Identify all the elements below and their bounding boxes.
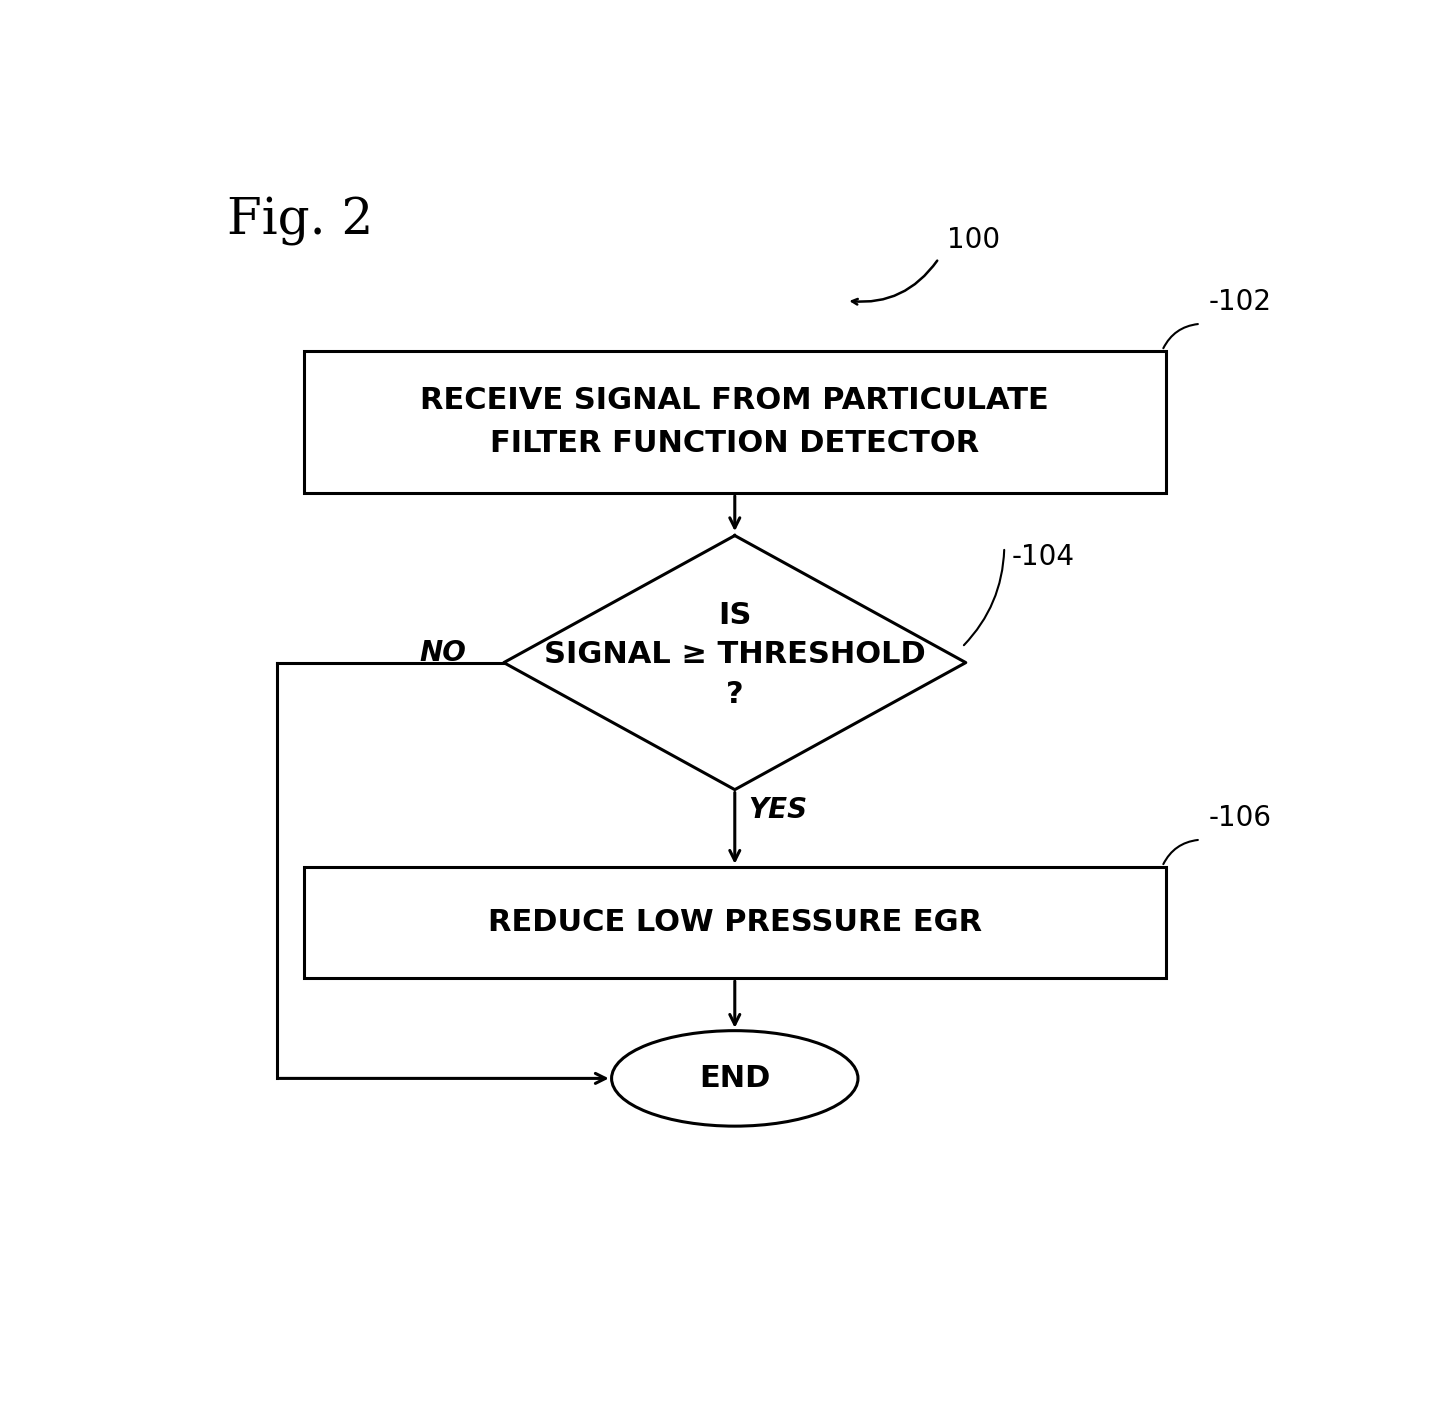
Text: END: END <box>699 1064 770 1092</box>
Text: -104: -104 <box>1011 543 1075 572</box>
Text: 100: 100 <box>946 226 1000 255</box>
Text: REDUCE LOW PRESSURE EGR: REDUCE LOW PRESSURE EGR <box>488 908 981 937</box>
Text: IS
SIGNAL ≥ THRESHOLD
?: IS SIGNAL ≥ THRESHOLD ? <box>543 601 926 709</box>
Text: -106: -106 <box>1208 804 1272 832</box>
FancyBboxPatch shape <box>303 866 1166 978</box>
FancyBboxPatch shape <box>303 351 1166 494</box>
Text: YES: YES <box>749 795 808 824</box>
Text: Fig. 2: Fig. 2 <box>227 197 373 246</box>
Text: RECEIVE SIGNAL FROM PARTICULATE
FILTER FUNCTION DETECTOR: RECEIVE SIGNAL FROM PARTICULATE FILTER F… <box>420 386 1049 458</box>
Ellipse shape <box>611 1030 858 1126</box>
Text: -102: -102 <box>1208 289 1272 316</box>
Text: NO: NO <box>419 640 465 668</box>
Polygon shape <box>504 535 965 790</box>
